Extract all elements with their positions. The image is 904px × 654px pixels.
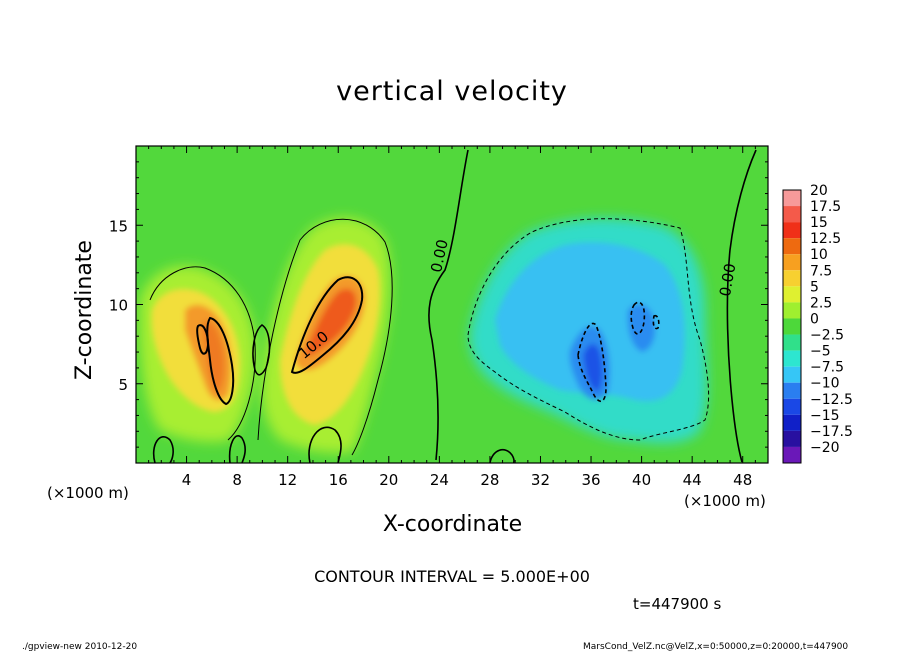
contour-neg10-core-2 [630, 301, 646, 335]
y-tick-label: 5 [118, 376, 128, 394]
colorbar-label: −7.5 [810, 360, 844, 376]
colorbar-swatch [783, 318, 801, 335]
colorbar-swatch [783, 446, 801, 463]
x-axis-ticks: 4 8 12 16 20 24 28 32 36 40 44 48 [148, 146, 756, 489]
x-tick-label: 44 [683, 471, 702, 489]
colorbar-swatch [783, 270, 801, 287]
colorbar-swatch [783, 414, 801, 431]
x-tick-label: 4 [182, 471, 192, 489]
colorbar-swatch [783, 190, 801, 207]
contour-dashed [467, 218, 710, 441]
colorbar-swatch [783, 302, 801, 319]
chart-title: vertical velocity [336, 76, 568, 107]
contour-label: 0.00 [716, 262, 740, 298]
contour-lines [149, 149, 757, 463]
colorbar-swatch [783, 334, 801, 351]
colorbar-swatch [783, 222, 801, 239]
colorbar-label: 17.5 [810, 199, 841, 215]
colorbar-label: 12.5 [810, 231, 841, 247]
x-tick-label: 48 [733, 471, 752, 489]
x-axis-unit-left: (×1000 m) [47, 484, 129, 502]
x-tick-label: 12 [278, 471, 297, 489]
contour-neg-low-1 [152, 436, 174, 463]
y-axis-ticks: 5 10 15 [109, 161, 768, 448]
x-tick-label: 32 [531, 471, 550, 489]
colorbar-label: 0 [810, 311, 819, 327]
y-tick-label: 15 [109, 217, 128, 235]
contour-neg-low-2 [308, 426, 342, 463]
colorbar-label: 7.5 [810, 263, 832, 279]
y-tick-label: 10 [109, 297, 128, 315]
colorbar-swatch [783, 206, 801, 223]
colorbar-swatch [783, 382, 801, 399]
field-layer [136, 146, 768, 463]
contour-neg10-core-3 [652, 314, 660, 330]
x-axis-unit-right: (×1000 m) [684, 492, 766, 510]
contour-10-left-small [196, 324, 210, 355]
downdraft-core-2 [627, 303, 656, 352]
contour-neg-low-5 [489, 448, 515, 463]
x-tick-label: 20 [379, 471, 398, 489]
contour-interval-label: CONTOUR INTERVAL = 5.000E+00 [314, 567, 590, 586]
colorbar-swatch [783, 254, 801, 271]
colorbar-label: −20 [810, 440, 840, 456]
updraft-right-peak [305, 288, 357, 356]
colorbar-label: 15 [810, 215, 828, 231]
x-tick-label: 28 [480, 471, 499, 489]
colorbar-label: −2.5 [810, 328, 844, 344]
colorbar-swatch [783, 398, 801, 415]
colorbar-swatch [783, 430, 801, 447]
contour-10-right [290, 276, 364, 374]
contour-neg-low-3 [252, 324, 271, 376]
colorbar-label: 5 [810, 279, 819, 295]
contour-0-far-right [726, 149, 757, 463]
colorbar-swatch [783, 350, 801, 367]
colorbar-swatch [783, 366, 801, 383]
colorbar-label: −15 [810, 408, 840, 424]
x-tick-label: 40 [632, 471, 651, 489]
colorbar-swatch [783, 238, 801, 255]
colorbar-label: 20 [810, 183, 828, 199]
colorbar-label: −5 [810, 344, 831, 360]
colorbar-swatch [783, 286, 801, 303]
x-axis-label: X-coordinate [382, 512, 523, 537]
footer-left: ./gpview-new 2010-12-20 [22, 642, 138, 652]
footer-right: MarsCond_VelZ.nc@VelZ,x=0:50000,z=0:2000… [583, 642, 849, 652]
x-tick-label: 36 [581, 471, 600, 489]
contour-neg-low-4 [228, 435, 246, 463]
x-tick-label: 8 [232, 471, 242, 489]
downdraft-mid [495, 242, 685, 402]
colorbar-label: −10 [810, 376, 840, 392]
colorbar-label: −12.5 [810, 392, 853, 408]
downdraft-peak [583, 344, 603, 392]
x-tick-label: 24 [430, 471, 449, 489]
x-tick-label: 16 [329, 471, 348, 489]
colorbar-label: −17.5 [810, 424, 853, 440]
contour-0-left [149, 266, 256, 441]
colorbar-frame [782, 189, 802, 464]
contour-0-mid [428, 149, 469, 461]
colorbar-label: 2.5 [810, 295, 832, 311]
contour-0-right [257, 218, 393, 456]
colorbar-label: 10 [810, 247, 828, 263]
colorbar: 2017.51512.5107.552.50−2.5−5−7.5−10−12.5… [782, 183, 853, 464]
time-label: t=447900 s [633, 595, 722, 613]
